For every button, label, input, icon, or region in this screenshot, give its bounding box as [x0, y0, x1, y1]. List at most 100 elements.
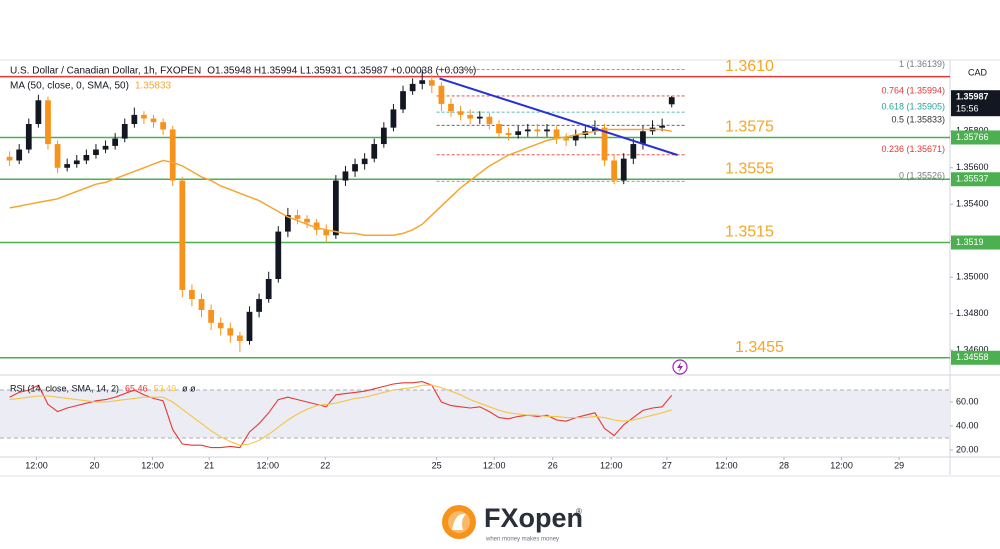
price-tag	[951, 350, 1000, 365]
level-note: 1.3555	[725, 160, 774, 177]
symbol: U.S. Dollar / Canadian Dollar, 1h, FXOPE…	[10, 66, 201, 77]
candle-body	[457, 111, 464, 115]
fib-label: 0.764 (1.35994)	[881, 85, 945, 95]
candle-body	[83, 155, 90, 161]
candle-body	[198, 299, 205, 310]
candle-body	[524, 129, 531, 132]
last-price: 1.35987	[956, 92, 989, 102]
candle-body	[563, 138, 570, 141]
candle-body	[131, 114, 138, 124]
fib-label: 1 (1.36139)	[899, 59, 945, 69]
x-tick-label: 22	[320, 460, 330, 470]
candle-body	[534, 129, 541, 132]
level-note: 1.3515	[725, 224, 774, 241]
candle-body	[64, 164, 71, 168]
candle-body	[342, 171, 349, 181]
rsi-line	[9, 381, 673, 449]
candle-body	[611, 160, 618, 181]
trendline	[439, 77, 678, 156]
candle-body	[361, 158, 368, 165]
fib-label: 0.5 (1.35833)	[891, 115, 945, 125]
candle-body	[505, 133, 512, 135]
tagline: when money makes money	[485, 537, 559, 543]
price-tag-label: 1.35766	[956, 132, 989, 142]
ma-line	[9, 128, 672, 236]
candle-body	[169, 129, 176, 181]
candle-body	[35, 100, 42, 124]
price-tag	[951, 235, 1000, 250]
ma-label: MA (50, close, 0, SMA, 50)	[10, 81, 129, 92]
price-tag	[951, 130, 1000, 145]
x-tick-label: 20	[90, 460, 100, 470]
x-tick-label: 29	[894, 460, 904, 470]
candle-body	[25, 124, 32, 150]
candle-body	[496, 124, 502, 134]
countdown: 15:56	[956, 104, 979, 114]
fib-label: 0.236 (1.35671)	[881, 144, 945, 154]
candle-body	[620, 158, 627, 181]
x-tick-label: 25	[432, 460, 442, 470]
x-tick-label: 12:00	[25, 460, 48, 470]
candle-body	[448, 103, 454, 112]
candle-body	[419, 80, 426, 84]
x-tick-label: 26	[548, 460, 558, 470]
candle-body	[428, 80, 435, 86]
rsi-line	[9, 384, 672, 446]
candle-body	[572, 134, 579, 141]
candle-body	[409, 83, 416, 92]
candle-body	[476, 116, 483, 119]
candle-body	[73, 160, 80, 165]
rsi-readout: 53.49	[154, 383, 177, 393]
rsi-band	[0, 390, 950, 438]
candle-body	[45, 100, 51, 145]
candle-body	[332, 180, 339, 236]
candle-body	[380, 127, 387, 145]
y-tick-label: 1.34800	[956, 308, 989, 318]
x-tick-label: 28	[779, 460, 789, 470]
candle-body	[6, 156, 13, 161]
x-tick-label: 12:00	[715, 460, 738, 470]
candle-body	[189, 289, 195, 300]
registered-mark: ®	[576, 507, 582, 516]
candle-body	[486, 116, 493, 124]
y-tick-label: 40.00	[956, 420, 979, 430]
candle-body	[121, 124, 128, 139]
candle-body	[668, 97, 675, 105]
price-tag-label: 1.35537	[956, 174, 989, 184]
candle-body	[265, 279, 272, 300]
candle-body	[304, 218, 310, 223]
rsi-title: RSI (14, close, SMA, 14, 2)	[10, 383, 119, 393]
brand: FXopen	[484, 503, 583, 533]
candle-body	[323, 229, 330, 236]
candle-body	[227, 328, 234, 336]
candle-body	[275, 231, 282, 279]
level-note: 1.3455	[735, 339, 784, 356]
candle-body	[150, 118, 157, 123]
candle-body	[256, 299, 262, 312]
rsi-extra: ø ø	[182, 383, 196, 393]
y-tick-label: 1.35000	[956, 272, 989, 282]
candle-body	[601, 127, 608, 161]
y-tick-label: 20.00	[956, 444, 979, 454]
x-tick-label: 12:00	[483, 460, 506, 470]
candle-body	[640, 131, 646, 145]
x-tick-label: 12:00	[256, 460, 279, 470]
candle-body	[102, 145, 109, 150]
x-tick-label: 27	[662, 460, 672, 470]
x-tick-label: 12:00	[141, 460, 164, 470]
price-tag-label: 1.34558	[956, 352, 989, 362]
candle-body	[54, 144, 61, 168]
x-tick-label: 12:00	[600, 460, 623, 470]
candle-body	[467, 114, 474, 119]
ohlc-readout: O1.35948 H1.35994 L1.35931 C1.35987 +0.0…	[207, 66, 476, 77]
candle-body	[294, 215, 301, 219]
candle-body	[313, 222, 320, 230]
price-tag	[951, 172, 1000, 187]
candle-body	[246, 311, 253, 341]
candle-body	[179, 180, 186, 290]
x-tick-label: 21	[204, 460, 214, 470]
candle-body	[141, 114, 147, 119]
candle-body	[285, 215, 291, 232]
